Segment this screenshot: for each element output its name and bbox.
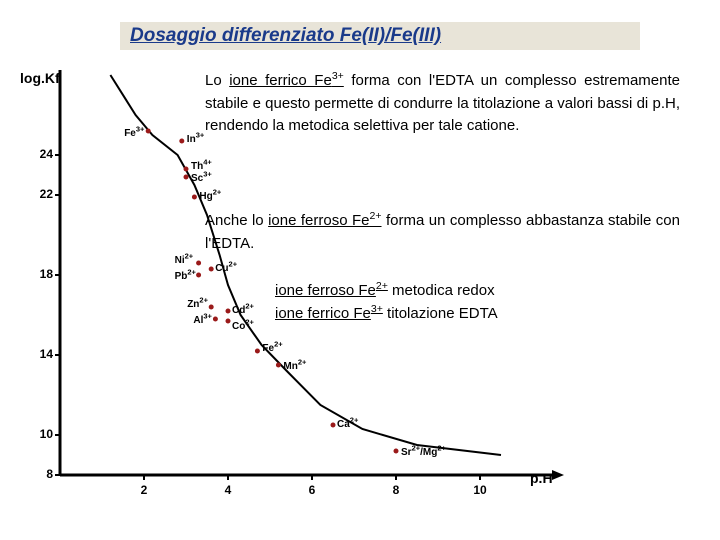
chart-svg xyxy=(0,70,720,530)
data-point-label: Fe3+ xyxy=(124,128,144,139)
x-tick: 6 xyxy=(302,483,322,497)
x-tick: 4 xyxy=(218,483,238,497)
logkf-ph-chart: log.Kf p.H 81014182224246810Fe3+In3+Th4+… xyxy=(0,70,720,530)
data-point-label: Cu2+ xyxy=(215,263,237,274)
y-tick: 22 xyxy=(28,187,53,201)
data-point-label: In3+ xyxy=(187,134,204,145)
x-axis-label: p.H xyxy=(530,470,553,486)
data-point-label: Zn2+ xyxy=(187,299,208,310)
y-tick: 8 xyxy=(28,467,53,481)
data-point-label: Ca2+ xyxy=(337,419,358,430)
data-point-label: Hg2+ xyxy=(199,191,221,202)
title-bar: Dosaggio differenziato Fe(II)/Fe(III) xyxy=(120,22,640,50)
data-point-label: Pb2+ xyxy=(175,271,196,282)
data-point-label: Cd2+ xyxy=(232,305,254,316)
x-tick: 2 xyxy=(134,483,154,497)
y-axis-label: log.Kf xyxy=(20,70,60,86)
data-point-label: Fe2+ xyxy=(262,343,282,354)
data-point-label: Sc3+ xyxy=(191,173,212,184)
data-point-label: Mn2+ xyxy=(283,361,306,372)
y-tick: 18 xyxy=(28,267,53,281)
data-point-label: Ni2+ xyxy=(175,255,194,266)
x-tick: 10 xyxy=(470,483,490,497)
x-tick: 8 xyxy=(386,483,406,497)
data-point-label: Sr2+/Mg2+ xyxy=(401,447,446,458)
data-point-label: Co2+ xyxy=(232,321,254,332)
page-title: Dosaggio differenziato Fe(II)/Fe(III) xyxy=(130,25,441,47)
data-point-label: Al3+ xyxy=(193,315,212,326)
y-tick: 10 xyxy=(28,427,53,441)
y-tick: 24 xyxy=(28,147,53,161)
y-tick: 14 xyxy=(28,347,53,361)
